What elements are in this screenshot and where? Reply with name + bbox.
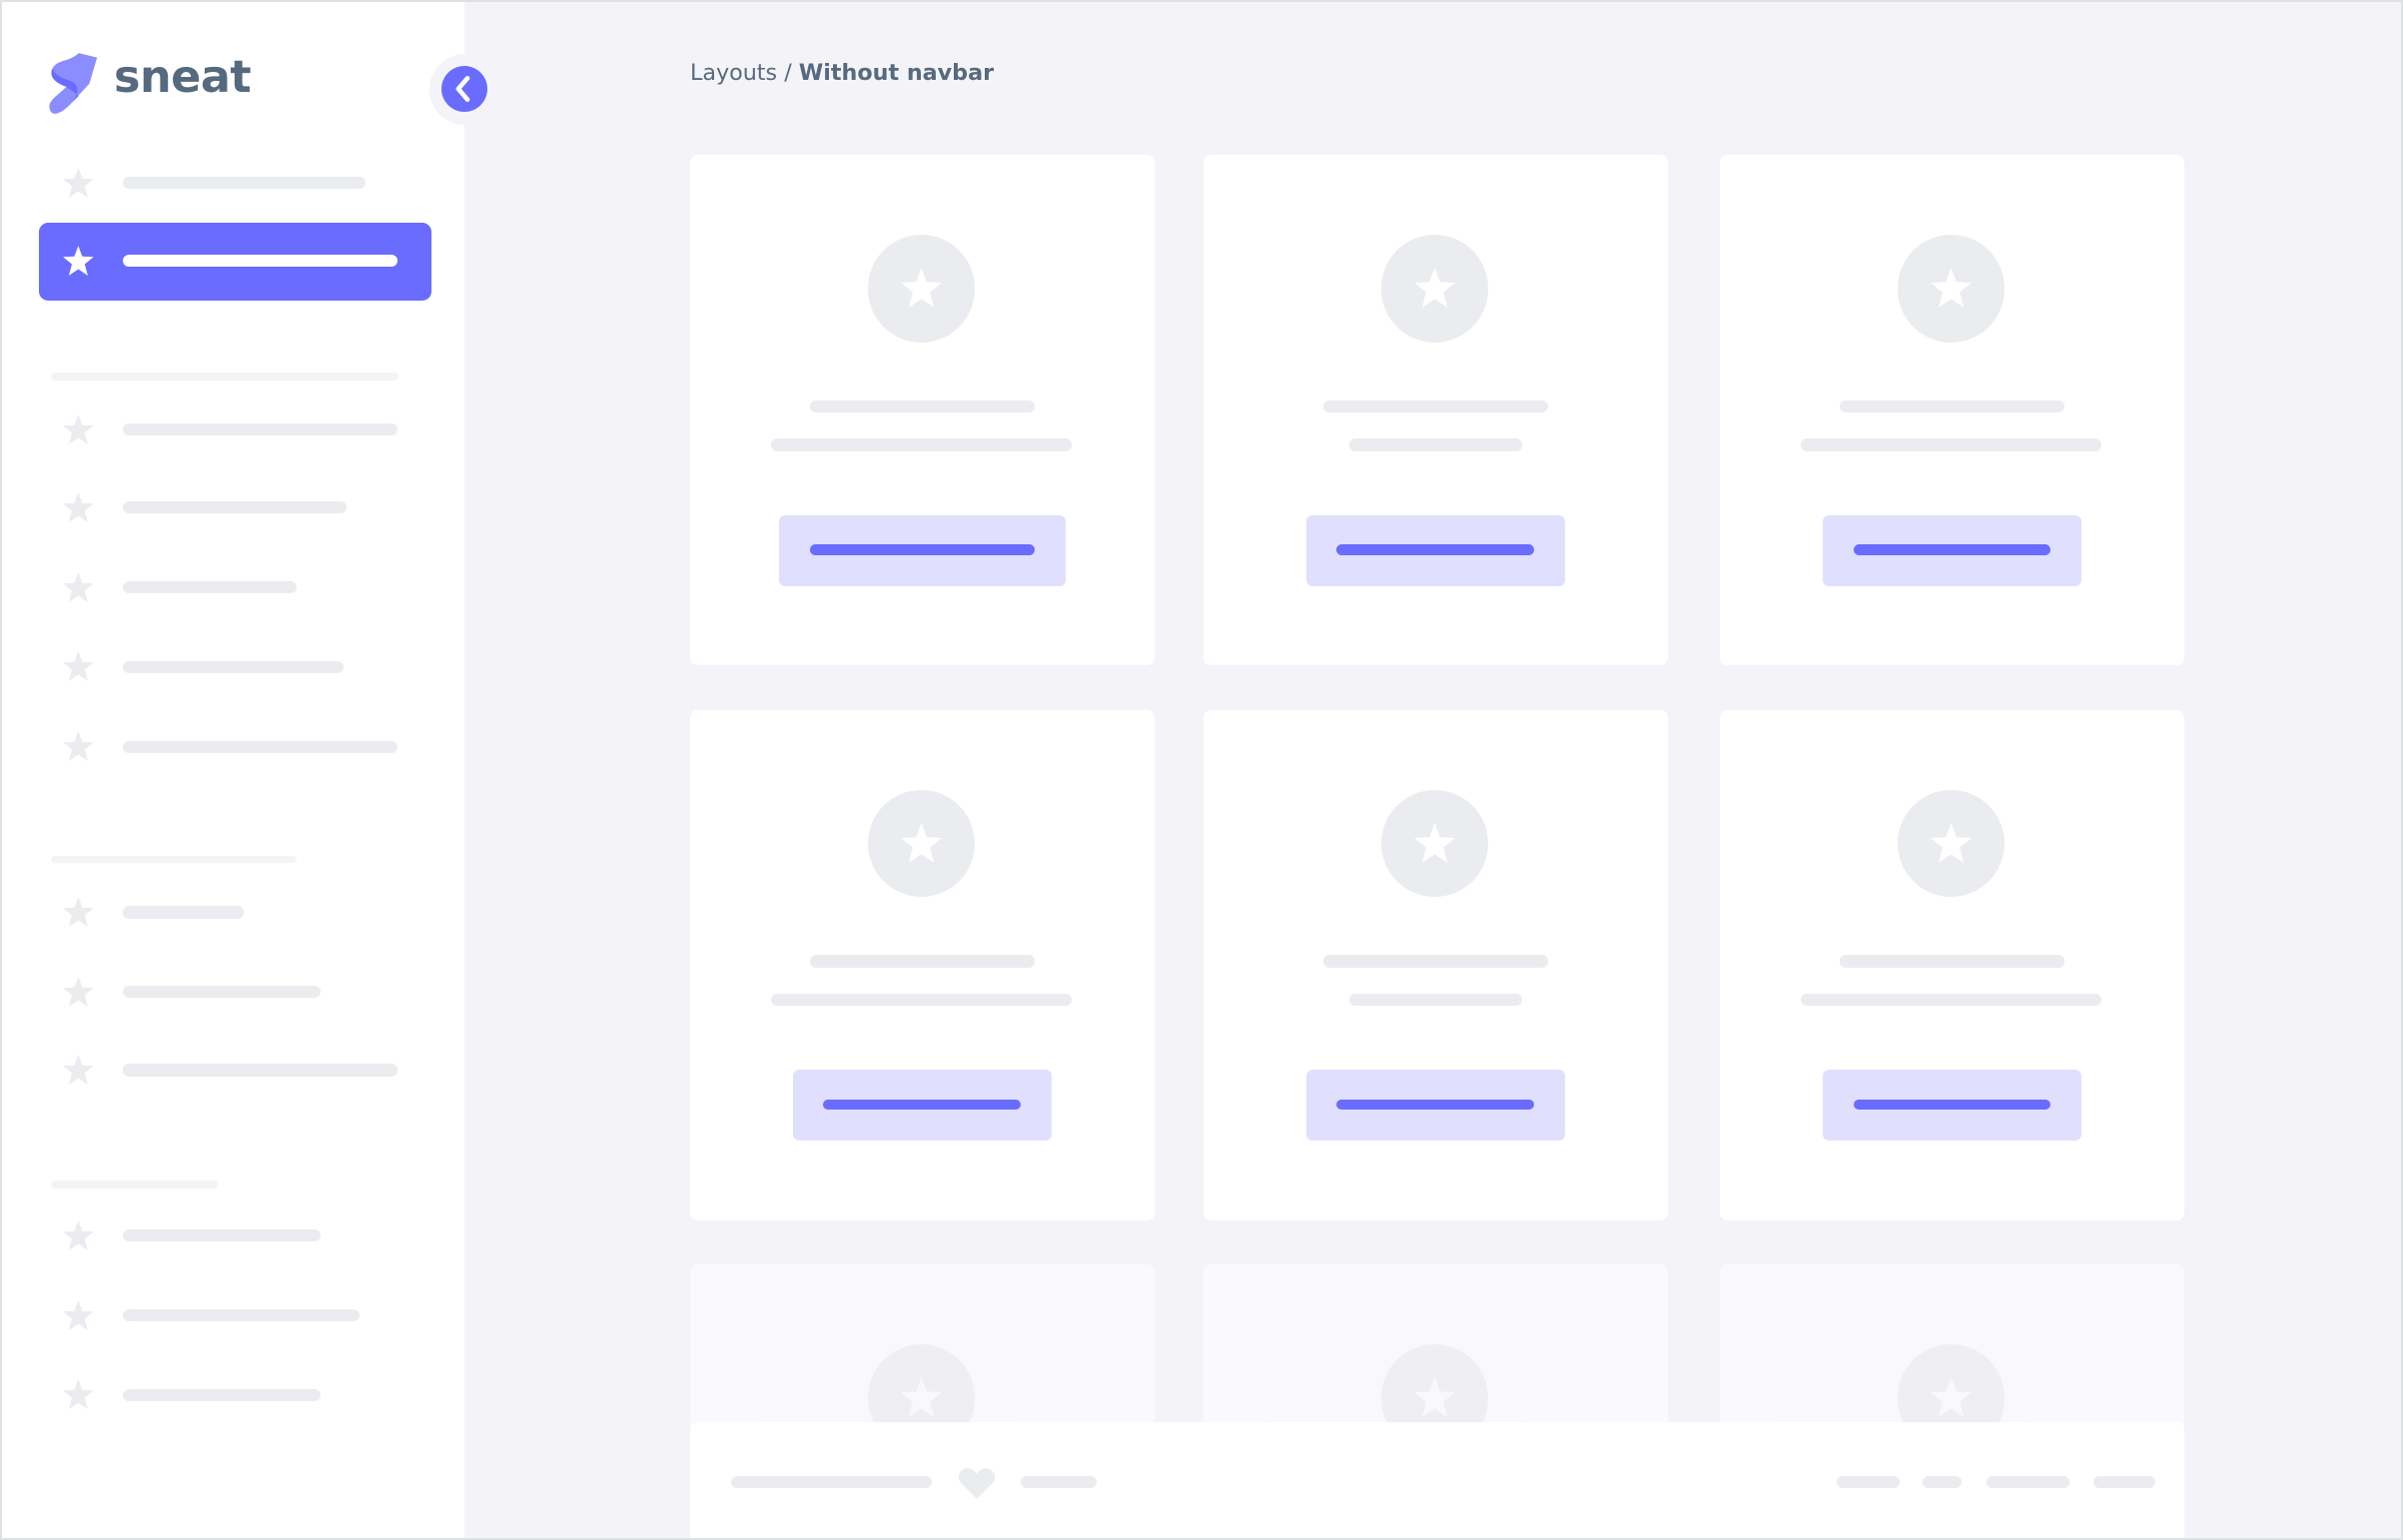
sidebar-item-label-placeholder	[123, 906, 245, 919]
sidebar-item[interactable]	[39, 958, 431, 1026]
brand-name: sneat	[114, 52, 252, 104]
star-icon	[60, 894, 97, 931]
sidebar-item-label-placeholder	[123, 580, 297, 594]
sneat-logo-icon	[45, 50, 100, 124]
card-title-placeholder	[1839, 399, 2065, 413]
sidebar-divider	[51, 373, 400, 381]
footer-link-placeholder[interactable]	[1021, 1476, 1097, 1489]
card-title-placeholder	[1322, 399, 1549, 413]
star-icon	[60, 569, 97, 606]
footer-link-placeholder[interactable]	[1836, 1476, 1900, 1489]
sidebar-toggle-button[interactable]	[441, 66, 488, 113]
card-button[interactable]	[1305, 515, 1566, 586]
placeholder-card	[689, 709, 1155, 1220]
star-icon	[60, 1217, 97, 1254]
card-text-placeholder	[771, 993, 1072, 1006]
card-button[interactable]	[1822, 1070, 2082, 1142]
chevron-left-icon	[455, 76, 470, 103]
star-icon	[60, 1376, 97, 1413]
sidebar-item[interactable]	[39, 553, 431, 621]
star-icon	[60, 974, 97, 1011]
card-button[interactable]	[778, 515, 1066, 586]
card-title-placeholder	[1839, 955, 2065, 968]
sidebar-item-label-placeholder	[123, 660, 345, 674]
card-text-placeholder	[771, 438, 1072, 451]
sidebar-item-active[interactable]	[38, 222, 431, 302]
sidebar-item[interactable]	[39, 633, 431, 701]
card-text-placeholder	[1801, 438, 2102, 451]
sidebar-item[interactable]	[39, 879, 431, 947]
sidebar-divider	[51, 1179, 219, 1188]
sidebar-item-label-placeholder	[123, 1064, 398, 1077]
placeholder-card	[689, 155, 1155, 666]
avatar	[1380, 235, 1489, 343]
card-button-label-placeholder	[1336, 544, 1535, 555]
star-icon	[60, 489, 97, 526]
footer-text-placeholder	[731, 1476, 933, 1489]
star-icon	[60, 1052, 97, 1089]
breadcrumb-current: Without navbar	[798, 60, 995, 87]
star-icon	[60, 165, 97, 202]
sidebar-item-label-placeholder	[123, 1229, 322, 1242]
placeholder-card	[1720, 155, 2184, 666]
sidebar-item-label-placeholder	[123, 740, 398, 753]
sidebar-item[interactable]	[39, 1201, 431, 1269]
sidebar-item-label-placeholder	[123, 501, 348, 514]
placeholder-card	[1202, 709, 1668, 1220]
sidebar-item-label-placeholder	[123, 1388, 322, 1401]
sidebar-item[interactable]	[39, 1361, 431, 1429]
star-icon	[60, 243, 97, 280]
breadcrumb: Layouts / Without navbar	[690, 60, 994, 86]
sidebar: sneat	[2, 2, 465, 1538]
card-button[interactable]	[1305, 1070, 1566, 1142]
card-text-placeholder	[1801, 993, 2102, 1006]
sidebar-item-label-placeholder	[123, 255, 398, 268]
footer-link-placeholder[interactable]	[1922, 1476, 1963, 1489]
avatar	[867, 789, 976, 898]
card-button-label-placeholder	[1853, 1099, 2051, 1111]
card-title-placeholder	[1322, 955, 1549, 968]
placeholder-card	[1720, 709, 2184, 1220]
star-icon	[60, 728, 97, 765]
sidebar-item[interactable]	[39, 395, 431, 463]
avatar	[1898, 789, 2005, 898]
card-button-label-placeholder	[823, 1099, 1022, 1111]
sidebar-item-label-placeholder	[123, 986, 322, 999]
placeholder-card	[1202, 155, 1668, 666]
star-icon	[60, 648, 97, 685]
sidebar-item[interactable]	[39, 474, 431, 542]
heart-icon	[958, 1468, 996, 1500]
breadcrumb-separator: /	[784, 60, 792, 87]
card-text-placeholder	[1348, 438, 1523, 451]
card-title-placeholder	[809, 399, 1036, 413]
sidebar-item-label-placeholder	[123, 422, 398, 436]
card-button[interactable]	[1822, 515, 2082, 586]
star-icon	[60, 411, 97, 448]
breadcrumb-parent[interactable]: Layouts	[689, 60, 778, 87]
sidebar-item-label-placeholder	[123, 176, 366, 190]
avatar	[1380, 789, 1489, 898]
star-icon	[60, 1297, 97, 1334]
card-button-label-placeholder	[1336, 1099, 1535, 1111]
sidebar-item-label-placeholder	[123, 1308, 360, 1322]
footer	[689, 1422, 2184, 1538]
sidebar-divider	[51, 855, 297, 864]
footer-link-placeholder[interactable]	[2093, 1476, 2155, 1489]
avatar	[867, 235, 976, 343]
sidebar-item[interactable]	[39, 149, 431, 217]
card-title-placeholder	[809, 955, 1036, 968]
avatar	[1898, 235, 2005, 343]
footer-link-placeholder[interactable]	[1987, 1476, 2069, 1489]
card-button[interactable]	[792, 1070, 1053, 1142]
card-button-label-placeholder	[1853, 544, 2051, 555]
card-text-placeholder	[1348, 993, 1523, 1006]
sidebar-item[interactable]	[39, 1037, 431, 1105]
card-button-label-placeholder	[809, 544, 1036, 555]
sidebar-item[interactable]	[39, 1281, 431, 1349]
sidebar-item[interactable]	[39, 713, 431, 781]
